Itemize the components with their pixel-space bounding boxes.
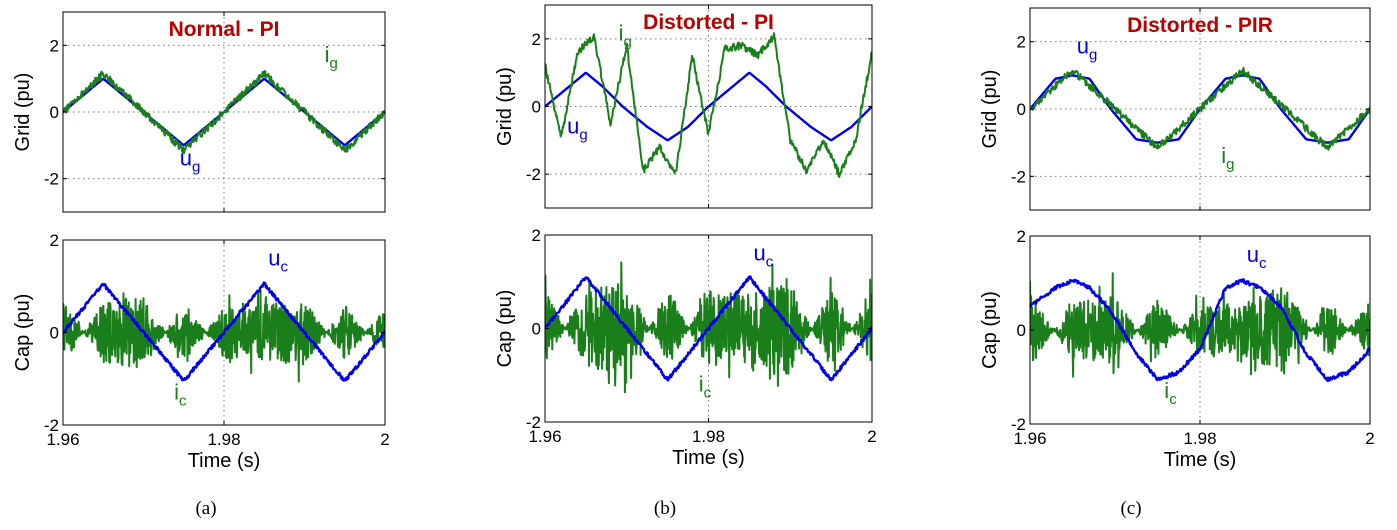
- chart-title: Distorted - PI: [643, 11, 774, 34]
- series-label-subscript: g: [623, 34, 631, 51]
- series-label-ug: ug: [180, 145, 201, 175]
- y-tick-label: -2: [526, 413, 541, 432]
- chart-title: Normal - PI: [169, 18, 280, 41]
- series-label-ic: ic: [699, 372, 712, 402]
- series-traces: [1030, 66, 1370, 151]
- x-tick-label: 1.98: [1183, 429, 1216, 448]
- y-axis-label: Cap (pu): [979, 291, 1001, 369]
- series-label-subscript: c: [704, 385, 712, 402]
- y-tick-label: 2: [1017, 33, 1026, 52]
- series-line-ic: [1030, 272, 1370, 378]
- x-tick-label: 2: [1365, 429, 1374, 448]
- panel-b-cap-plot: 2 0 -21.96 1.98 2 Cap (pu) Time (s) uc ic: [494, 226, 877, 469]
- series-label-ig: ig: [619, 21, 632, 51]
- series-label-subscript: c: [1169, 391, 1177, 408]
- y-tick-label: 2: [532, 226, 541, 245]
- series-label-uc: uc: [753, 241, 773, 271]
- y-tick-label: -2: [44, 416, 59, 435]
- y-tick-label: 0: [50, 324, 59, 343]
- panel-c-cap-plot: 2 0 -21.96 1.98 2 Cap (pu) Time (s) uc ic: [979, 227, 1375, 471]
- panel-b-grid-plot: 2 0 -2 Grid (pu) Distorted - PI ug ig: [494, 4, 873, 209]
- series-line-ig: [545, 32, 872, 178]
- series-label-subscript: c: [766, 254, 774, 271]
- series-label-ic: ic: [174, 380, 187, 410]
- series-traces: [545, 261, 872, 394]
- panel-c-grid-plot: 2 0 -2 Grid (pu) Distorted - PIR ug ig: [979, 7, 1371, 211]
- y-tick-label: 2: [1017, 227, 1026, 246]
- y-tick-label: -2: [1011, 167, 1026, 186]
- series-label-ig: ig: [325, 42, 338, 72]
- x-axis-label: Time (s): [1164, 449, 1237, 471]
- x-tick-label: 2: [380, 430, 389, 449]
- y-tick-label: -2: [44, 170, 59, 189]
- series-line-ic: [545, 261, 872, 394]
- chart-title: Distorted - PIR: [1127, 14, 1273, 37]
- series-line-ic: [63, 289, 385, 383]
- series-label-subscript: g: [1226, 156, 1234, 173]
- series-traces: [63, 281, 385, 383]
- x-tick-label: 2: [867, 427, 876, 446]
- caption-a: (a): [195, 498, 217, 519]
- series-label-uc: uc: [268, 245, 288, 275]
- x-axis-label: Time (s): [672, 447, 745, 469]
- x-tick-label: 1.96: [46, 430, 79, 449]
- series-label-subscript: g: [330, 55, 338, 72]
- y-axis-label: Grid (pu): [12, 73, 34, 152]
- y-tick-label: -2: [526, 165, 541, 184]
- panel-a-grid-plot: 2 0 -2 Grid (pu) Normal - PI ug ig: [12, 11, 386, 213]
- y-tick-label: -2: [1011, 415, 1026, 434]
- y-tick-label: 0: [532, 98, 541, 117]
- x-tick-label: 1.96: [1013, 429, 1046, 448]
- series-line-uc: [63, 281, 385, 382]
- series-traces: [545, 32, 872, 178]
- panel-a-cap-plot: 2 0 -21.96 1.98 2 Cap (pu) Time (s) uc ic: [12, 231, 390, 472]
- y-tick-label: 2: [50, 231, 59, 250]
- y-axis-label: Grid (pu): [979, 70, 1001, 149]
- caption-b: (b): [653, 498, 677, 519]
- x-tick-label: 1.98: [207, 430, 240, 449]
- y-axis-label: Cap (pu): [494, 290, 516, 368]
- series-line-uc: [545, 275, 872, 382]
- series-label-subscript: c: [1259, 255, 1267, 272]
- series-line-ig: [1030, 66, 1370, 151]
- series-line-ig: [63, 70, 385, 155]
- series-label-ig: ig: [1221, 143, 1234, 173]
- series-label-ug: ug: [1077, 33, 1098, 63]
- y-tick-label: 0: [50, 103, 59, 122]
- y-tick-label: 2: [50, 36, 59, 55]
- series-label-ug: ug: [567, 114, 588, 144]
- y-tick-label: 0: [1017, 100, 1026, 119]
- x-tick-label: 1.96: [528, 427, 561, 446]
- series-label-subscript: g: [192, 158, 200, 175]
- series-line-ug: [545, 71, 872, 142]
- y-tick-label: 2: [532, 30, 541, 49]
- series-label-subscript: g: [1089, 46, 1097, 63]
- series-label-ic: ic: [1164, 378, 1177, 408]
- y-tick-label: 0: [532, 320, 541, 339]
- series-label-subscript: g: [579, 127, 587, 144]
- caption-c: (c): [1120, 498, 1142, 519]
- series-traces: [63, 70, 385, 155]
- x-axis-label: Time (s): [188, 450, 261, 472]
- y-axis-label: Grid (pu): [494, 67, 516, 146]
- y-tick-label: 0: [1017, 321, 1026, 340]
- series-line-uc: [1030, 278, 1370, 383]
- series-label-uc: uc: [1247, 242, 1267, 272]
- series-label-subscript: c: [179, 393, 187, 410]
- y-axis-label: Cap (pu): [12, 294, 34, 372]
- series-traces: [1030, 272, 1370, 383]
- series-label-subscript: c: [281, 258, 289, 275]
- x-tick-label: 1.98: [692, 427, 725, 446]
